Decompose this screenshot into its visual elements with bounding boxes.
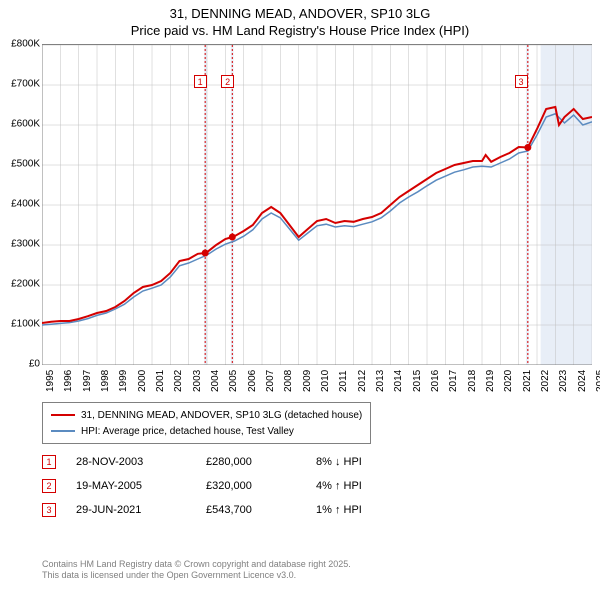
x-tick-label: 2010 bbox=[320, 370, 331, 392]
x-tick-label: 2017 bbox=[448, 370, 459, 392]
x-tick-label: 2018 bbox=[467, 370, 478, 392]
footer: Contains HM Land Registry data © Crown c… bbox=[42, 559, 351, 582]
x-tick-label: 2013 bbox=[375, 370, 386, 392]
event-row: 3 29-JUN-2021£543,7001% ↑ HPI bbox=[42, 498, 436, 522]
x-tick-label: 1999 bbox=[118, 370, 129, 392]
legend-swatch bbox=[51, 414, 75, 416]
x-tick-label: 2019 bbox=[485, 370, 496, 392]
event-price: £280,000 bbox=[206, 456, 316, 468]
chart-event-marker: 3 bbox=[515, 75, 528, 88]
y-tick-label: £200K bbox=[11, 279, 40, 290]
x-tick-label: 2002 bbox=[173, 370, 184, 392]
title-subtitle: Price paid vs. HM Land Registry's House … bbox=[0, 23, 600, 38]
x-tick-label: 1998 bbox=[100, 370, 111, 392]
y-tick-label: £100K bbox=[11, 319, 40, 330]
event-price: £320,000 bbox=[206, 480, 316, 492]
x-tick-label: 2005 bbox=[228, 370, 239, 392]
x-tick-label: 2024 bbox=[577, 370, 588, 392]
x-tick-label: 1995 bbox=[45, 370, 56, 392]
legend-item: 31, DENNING MEAD, ANDOVER, SP10 3LG (det… bbox=[51, 407, 362, 423]
x-tick-label: 2021 bbox=[522, 370, 533, 392]
x-tick-label: 2020 bbox=[503, 370, 514, 392]
legend-item: HPI: Average price, detached house, Test… bbox=[51, 423, 362, 439]
y-tick-label: £0 bbox=[29, 359, 40, 370]
x-tick-label: 2023 bbox=[558, 370, 569, 392]
chart-container: 31, DENNING MEAD, ANDOVER, SP10 3LG Pric… bbox=[0, 0, 600, 590]
legend-swatch bbox=[51, 430, 75, 432]
event-delta: 8% ↓ HPI bbox=[316, 456, 436, 468]
x-tick-label: 1997 bbox=[82, 370, 93, 392]
x-tick-label: 2001 bbox=[155, 370, 166, 392]
events-table: 1 28-NOV-2003£280,0008% ↓ HPI 2 19-MAY-2005… bbox=[42, 450, 436, 522]
event-marker: 1 bbox=[42, 455, 56, 469]
chart-event-marker: 1 bbox=[194, 75, 207, 88]
legend-label: HPI: Average price, detached house, Test… bbox=[81, 426, 294, 437]
y-tick-label: £800K bbox=[11, 39, 40, 50]
legend: 31, DENNING MEAD, ANDOVER, SP10 3LG (det… bbox=[42, 402, 371, 444]
x-tick-label: 2004 bbox=[210, 370, 221, 392]
x-tick-label: 2014 bbox=[393, 370, 404, 392]
x-tick-label: 2011 bbox=[338, 370, 349, 392]
event-date: 29-JUN-2021 bbox=[76, 504, 206, 516]
x-tick-label: 2008 bbox=[283, 370, 294, 392]
x-tick-label: 2022 bbox=[540, 370, 551, 392]
footer-line1: Contains HM Land Registry data © Crown c… bbox=[42, 559, 351, 571]
x-axis: 1995 1996 1997 1998 1999 2000 2001 2002 2003 2004… bbox=[42, 364, 592, 394]
legend-label: 31, DENNING MEAD, ANDOVER, SP10 3LG (det… bbox=[81, 410, 362, 421]
plot-area: 1 2 3 bbox=[42, 44, 592, 364]
x-tick-label: 2012 bbox=[357, 370, 368, 392]
event-marker: 3 bbox=[42, 503, 56, 517]
y-tick-label: £700K bbox=[11, 79, 40, 90]
event-date: 19-MAY-2005 bbox=[76, 480, 206, 492]
x-tick-label: 2025 bbox=[595, 370, 600, 392]
y-tick-label: £600K bbox=[11, 119, 40, 130]
x-tick-label: 2000 bbox=[137, 370, 148, 392]
event-price: £543,700 bbox=[206, 504, 316, 516]
event-date: 28-NOV-2003 bbox=[76, 456, 206, 468]
y-axis: £0£100K£200K£300K£400K£500K£600K£700K£80… bbox=[8, 44, 42, 364]
x-tick-label: 2015 bbox=[412, 370, 423, 392]
event-marker: 2 bbox=[42, 479, 56, 493]
event-delta: 4% ↑ HPI bbox=[316, 480, 436, 492]
event-row: 1 28-NOV-2003£280,0008% ↓ HPI bbox=[42, 450, 436, 474]
event-row: 2 19-MAY-2005£320,0004% ↑ HPI bbox=[42, 474, 436, 498]
x-tick-label: 1996 bbox=[63, 370, 74, 392]
x-tick-label: 2007 bbox=[265, 370, 276, 392]
y-tick-label: £400K bbox=[11, 199, 40, 210]
plot-svg bbox=[42, 45, 592, 365]
x-tick-label: 2009 bbox=[302, 370, 313, 392]
title-block: 31, DENNING MEAD, ANDOVER, SP10 3LG Pric… bbox=[0, 0, 600, 38]
event-delta: 1% ↑ HPI bbox=[316, 504, 436, 516]
chart-event-marker: 2 bbox=[221, 75, 234, 88]
y-tick-label: £300K bbox=[11, 239, 40, 250]
title-address: 31, DENNING MEAD, ANDOVER, SP10 3LG bbox=[0, 6, 600, 21]
y-tick-label: £500K bbox=[11, 159, 40, 170]
chart-area: £0£100K£200K£300K£400K£500K£600K£700K£80… bbox=[8, 44, 592, 394]
x-tick-label: 2006 bbox=[247, 370, 258, 392]
x-tick-label: 2003 bbox=[192, 370, 203, 392]
x-tick-label: 2016 bbox=[430, 370, 441, 392]
footer-line2: This data is licensed under the Open Gov… bbox=[42, 570, 351, 582]
